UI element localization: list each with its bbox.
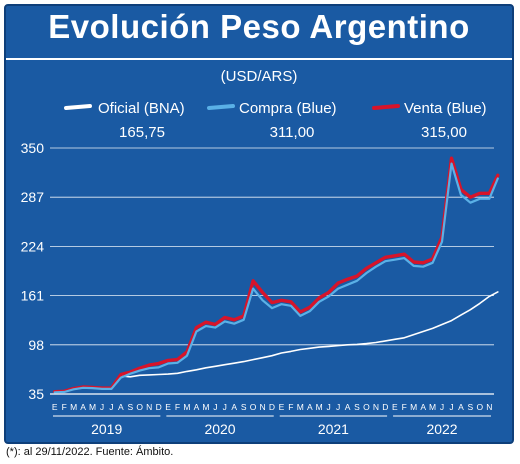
legend-label-venta-blue: Venta (Blue) xyxy=(404,100,487,117)
y-tick-label: 224 xyxy=(21,238,45,254)
month-tick-label: J xyxy=(100,402,104,412)
legend-swatch-compra-blue xyxy=(207,104,235,110)
month-tick-label: S xyxy=(127,402,133,412)
month-tick-label: A xyxy=(194,402,200,412)
legend: Oficial (BNA) 165,75 Compra (Blue) 311,00 Ve… xyxy=(64,100,487,141)
month-tick-label: N xyxy=(146,402,152,412)
legend-swatch-oficial-bna xyxy=(64,104,92,110)
month-tick-label: E xyxy=(52,402,58,412)
grid-lines xyxy=(50,147,494,395)
y-tick-label: 35 xyxy=(28,386,44,402)
y-tick-label: 287 xyxy=(21,189,45,205)
month-tick-label: O xyxy=(477,402,484,412)
month-tick-label: D xyxy=(382,402,388,412)
month-tick-label: D xyxy=(156,402,162,412)
month-tick-label: M xyxy=(297,402,304,412)
footnote: (*): al 29/11/2022. Fuente: Ámbito. xyxy=(6,446,174,458)
month-tick-label: N xyxy=(259,402,265,412)
month-tick-label: F xyxy=(288,402,293,412)
series-line-oficial-bna xyxy=(53,291,499,393)
month-tick-label: M xyxy=(70,402,77,412)
y-tick-label: 161 xyxy=(21,288,45,304)
month-tick-label: J xyxy=(327,402,331,412)
chart-subtitle: (USD/ARS) xyxy=(220,68,298,85)
month-tick-label: F xyxy=(175,402,180,412)
y-tick-label: 350 xyxy=(21,140,45,156)
month-tick-label: S xyxy=(468,402,474,412)
year-label: 2020 xyxy=(204,421,235,437)
month-tick-label: O xyxy=(250,402,257,412)
month-tick-label: J xyxy=(449,402,453,412)
month-tick-label: O xyxy=(363,402,370,412)
month-tick-label: N xyxy=(486,402,492,412)
year-label: 2022 xyxy=(426,421,457,437)
month-tick-label: S xyxy=(241,402,247,412)
month-tick-label: J xyxy=(336,402,340,412)
month-tick-label: N xyxy=(373,402,379,412)
month-tick-label: M xyxy=(183,402,190,412)
month-tick-label: J xyxy=(109,402,113,412)
month-tick-label: M xyxy=(316,402,323,412)
month-tick-label: A xyxy=(80,402,86,412)
month-tick-label: F xyxy=(402,402,407,412)
legend-value-oficial-bna: 165,75 xyxy=(119,124,165,141)
month-tick-label: F xyxy=(62,402,67,412)
month-tick-label: M xyxy=(429,402,436,412)
month-tick-label: J xyxy=(223,402,227,412)
month-tick-label: J xyxy=(440,402,444,412)
month-tick-label: E xyxy=(165,402,171,412)
series-line-compra-blue xyxy=(53,162,499,394)
month-tick-label: A xyxy=(231,402,237,412)
y-tick-label: 98 xyxy=(28,337,44,353)
month-tick-label: A xyxy=(420,402,426,412)
legend-label-compra-blue: Compra (Blue) xyxy=(239,100,337,117)
y-tick-labels: 35 98 161 224 287 350 xyxy=(21,140,45,402)
legend-label-oficial-bna: Oficial (BNA) xyxy=(98,100,185,117)
legend-value-venta-blue: 315,00 xyxy=(421,124,467,141)
month-tick-label: E xyxy=(279,402,285,412)
month-tick-label: J xyxy=(213,402,217,412)
legend-swatch-venta-blue xyxy=(372,104,400,110)
year-label: 2021 xyxy=(318,421,349,437)
month-tick-label: M xyxy=(89,402,96,412)
month-tick-label: S xyxy=(354,402,360,412)
month-tick-label: M xyxy=(410,402,417,412)
month-tick-label: A xyxy=(458,402,464,412)
month-tick-label: A xyxy=(345,402,351,412)
month-tick-label: E xyxy=(392,402,398,412)
chart-frame: Evolución Peso Argentino (USD/ARS) 35 98 1… xyxy=(4,4,514,444)
month-tick-label: M xyxy=(202,402,209,412)
series-line-venta-blue xyxy=(53,156,500,394)
title-divider xyxy=(6,58,512,60)
month-tick-label: D xyxy=(269,402,275,412)
month-tick-label: A xyxy=(118,402,124,412)
series-lines xyxy=(53,156,500,394)
year-label: 2019 xyxy=(91,421,122,437)
month-tick-label: A xyxy=(307,402,313,412)
month-tick-label: O xyxy=(136,402,143,412)
chart-title: Evolución Peso Argentino xyxy=(48,8,470,45)
legend-value-compra-blue: 311,00 xyxy=(270,124,315,141)
